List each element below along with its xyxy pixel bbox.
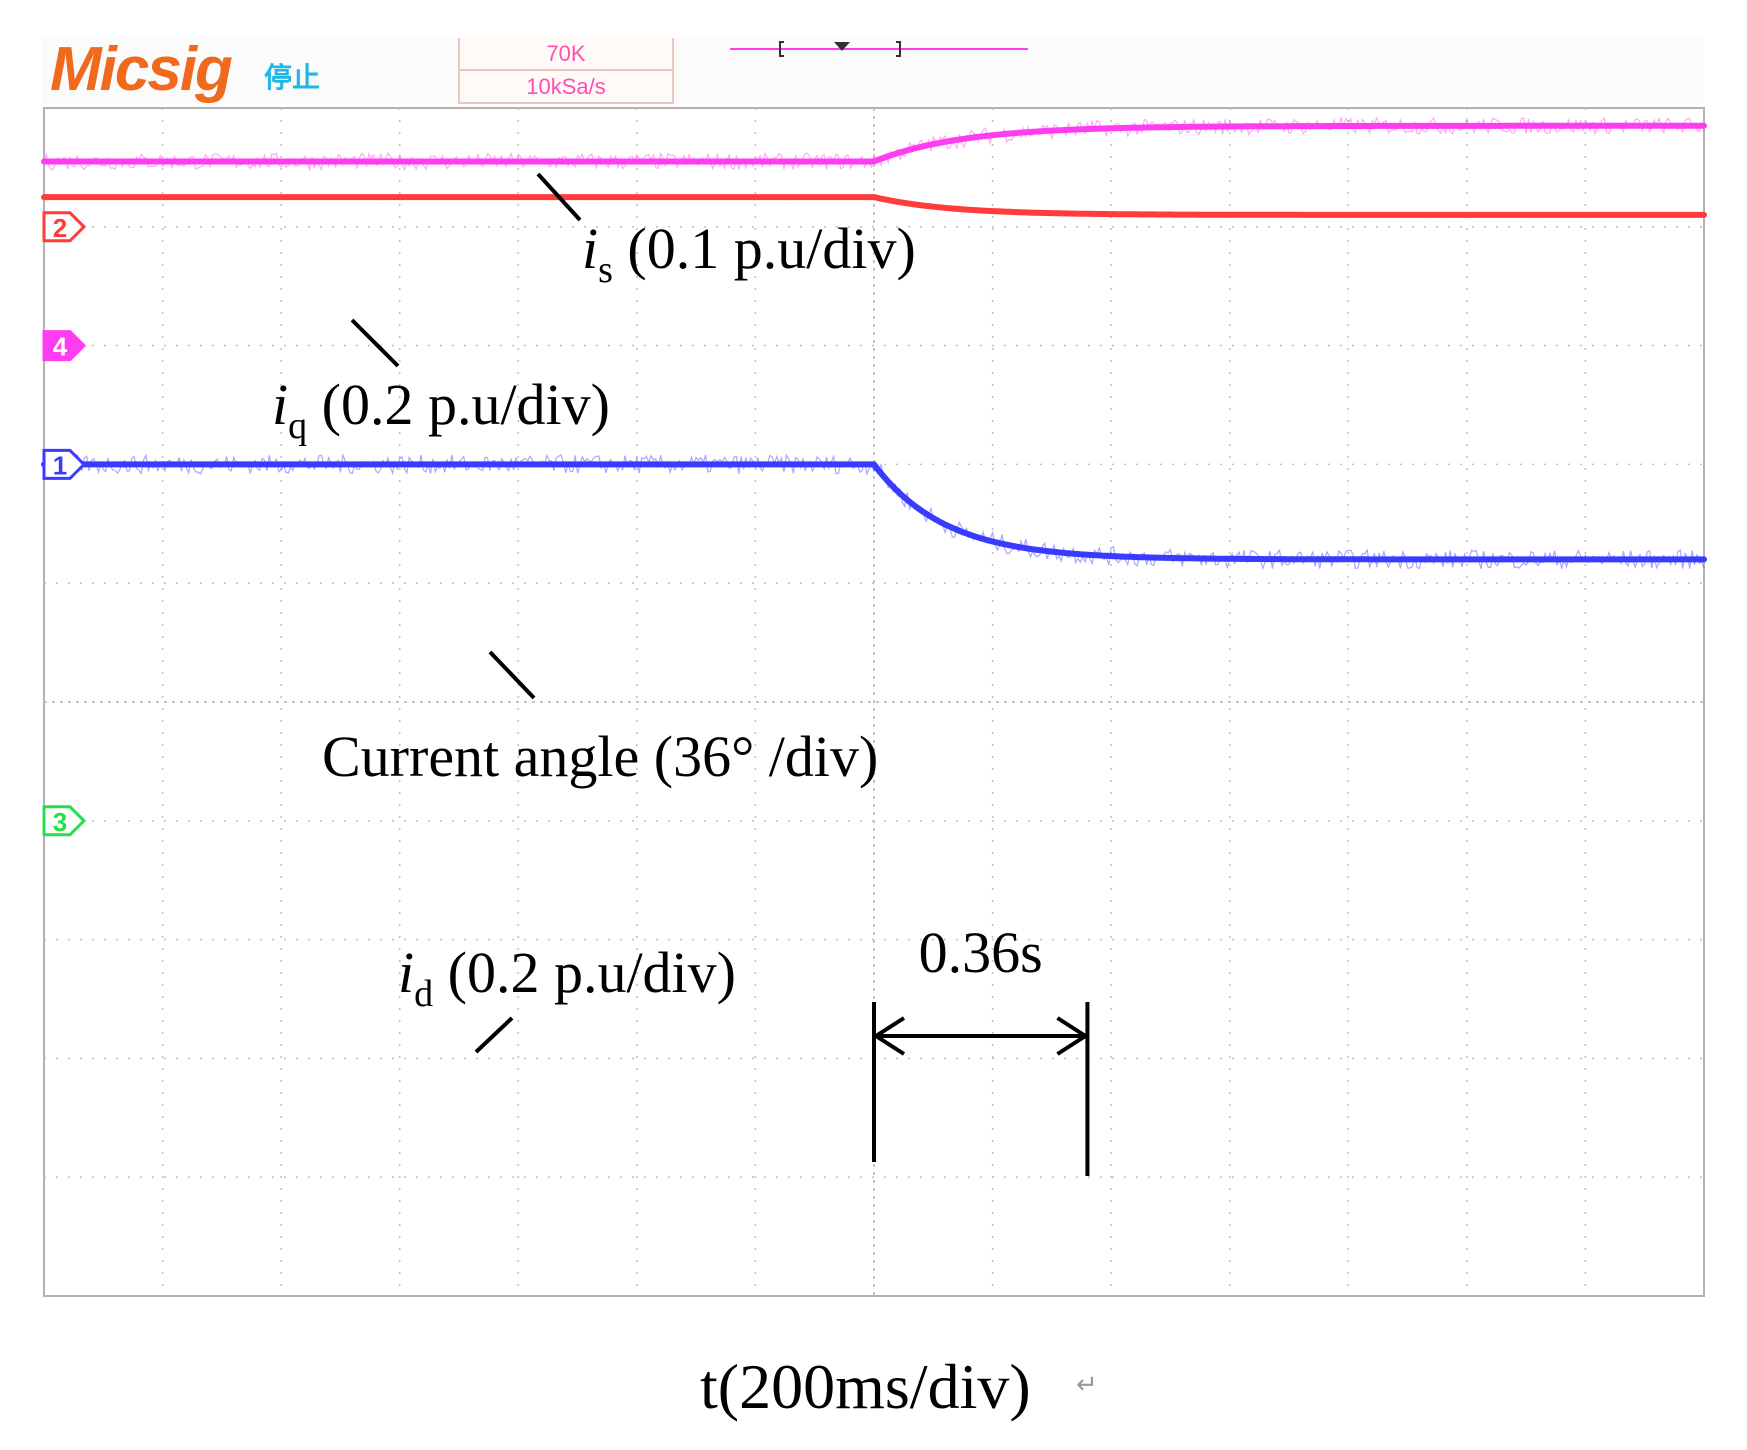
leader-line-is [536, 172, 582, 222]
channel-marker-1 [42, 448, 87, 480]
channel-markers: 3 2 4 1 [42, 211, 87, 837]
channel-marker-3 [42, 805, 87, 837]
memory-depth: 70K [546, 41, 586, 66]
leader-line-id [474, 1016, 514, 1054]
channel-number-2: 2 [53, 213, 67, 243]
trace-label-angle: Current angle (36° /div) [322, 724, 878, 789]
brand-logo: Micsig [50, 35, 233, 104]
interval-annotation: 0.36s [872, 920, 1090, 1176]
x-axis-label: t(200ms/div) [700, 1351, 1031, 1422]
trace-label-symbol: i [582, 216, 598, 281]
channel-number-3: 3 [53, 807, 67, 837]
trace-label-scale: (0.1 p.u/div) [613, 216, 916, 281]
paragraph-mark: ↵ [1076, 1370, 1098, 1399]
trigger-position-bar [730, 41, 1028, 57]
traces [41, 116, 1707, 571]
trace-label-symbol: i [398, 940, 414, 1005]
channel-number-4: 4 [53, 332, 68, 362]
trace-label-scale: (0.2 p.u/div) [307, 372, 610, 437]
interval-arrowhead-right [1056, 1016, 1090, 1056]
channel-marker-4 [42, 330, 87, 362]
interval-label: 0.36s [919, 920, 1043, 985]
run-status: 停止 [264, 61, 321, 94]
trace-label-subscript: s [598, 249, 613, 291]
trace-label-subscript: q [288, 405, 307, 447]
trace-id [41, 461, 1707, 563]
trace-iq [41, 194, 1707, 218]
interval-arrowhead-left [872, 1016, 906, 1056]
trace-label-symbol: i [272, 372, 288, 437]
trace-label-is: is (0.1 p.u/div) [582, 216, 916, 291]
channel-marker-2 [42, 211, 87, 243]
trigger-window-bracket [779, 41, 901, 57]
trace-angle-noise [43, 116, 1705, 172]
trace-id-noise [43, 452, 1705, 571]
sample-rate: 10kSa/s [460, 69, 672, 102]
trace-label-id: id (0.2 p.u/div) [398, 940, 736, 1015]
leader-line-iq [350, 318, 400, 368]
trace-label-iq: iq (0.2 p.u/div) [272, 372, 610, 447]
trace-angle [41, 122, 1707, 165]
trigger-pointer-icon [834, 42, 850, 51]
trace-labels: is (0.1 p.u/div)iq (0.2 p.u/div)Current … [272, 172, 916, 1054]
trace-label-scale: (0.2 p.u/div) [433, 940, 736, 1005]
channel-number-1: 1 [53, 450, 67, 480]
trace-label-subscript: d [414, 973, 433, 1015]
acquisition-panel: 70K 10kSa/s [458, 38, 674, 104]
leader-line-angle [488, 650, 536, 700]
